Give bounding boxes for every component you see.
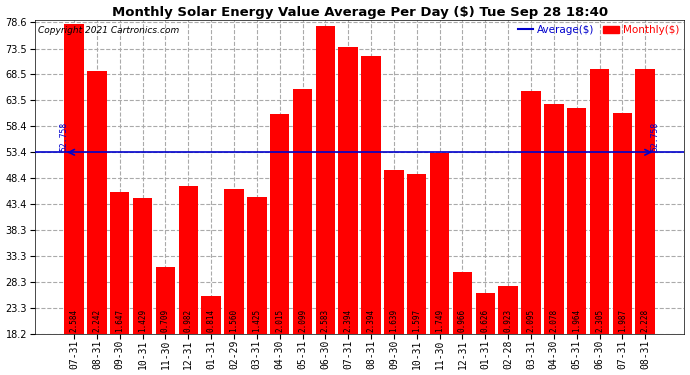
Bar (407, 174, 426, 334)
Bar (110, 192, 130, 334)
Bar (247, 196, 266, 334)
Text: 0.982: 0.982 (184, 309, 193, 332)
Text: 2.394: 2.394 (366, 309, 375, 332)
Text: 1.429: 1.429 (138, 309, 147, 332)
Text: 2.305: 2.305 (595, 309, 604, 332)
Bar (315, 26, 335, 334)
Bar (64, 24, 83, 334)
Text: 2.078: 2.078 (549, 309, 558, 332)
Text: 2.242: 2.242 (92, 309, 101, 332)
Bar (590, 69, 609, 334)
Bar (224, 189, 244, 334)
Text: 2.584: 2.584 (70, 309, 79, 332)
Text: 2.394: 2.394 (344, 309, 353, 332)
Text: 1.425: 1.425 (253, 309, 262, 332)
Text: 2.583: 2.583 (321, 309, 330, 332)
Bar (133, 198, 152, 334)
Text: 2.099: 2.099 (298, 309, 307, 332)
Text: 2.095: 2.095 (526, 309, 535, 332)
Text: 1.749: 1.749 (435, 309, 444, 332)
Bar (453, 272, 472, 334)
Text: 0.709: 0.709 (161, 309, 170, 332)
Bar (293, 89, 313, 334)
Bar (498, 286, 518, 334)
Bar (635, 69, 655, 334)
Legend: Average($), Monthly($): Average($), Monthly($) (518, 25, 679, 35)
Text: 1.560: 1.560 (230, 309, 239, 332)
Bar (613, 113, 632, 334)
Text: 0.814: 0.814 (206, 309, 216, 332)
Bar (201, 296, 221, 334)
Bar (567, 108, 586, 334)
Bar (87, 71, 107, 334)
Text: 0.923: 0.923 (504, 309, 513, 332)
Text: 1.597: 1.597 (412, 309, 422, 332)
Text: 1.964: 1.964 (572, 309, 581, 332)
Bar (270, 114, 289, 334)
Text: Copyright 2021 Cartronics.com: Copyright 2021 Cartronics.com (38, 26, 179, 35)
Bar (475, 292, 495, 334)
Bar (544, 104, 564, 334)
Bar (339, 47, 358, 334)
Bar (156, 267, 175, 334)
Text: 1.647: 1.647 (115, 309, 124, 332)
Text: 0.966: 0.966 (458, 309, 467, 332)
Text: 0.626: 0.626 (481, 309, 490, 332)
Bar (362, 56, 381, 334)
Text: 1.987: 1.987 (618, 309, 627, 332)
Title: Monthly Solar Energy Value Average Per Day ($) Tue Sep 28 18:40: Monthly Solar Energy Value Average Per D… (112, 6, 608, 18)
Text: 2.228: 2.228 (641, 309, 650, 332)
Bar (179, 186, 198, 334)
Text: 52.758: 52.758 (59, 122, 68, 151)
Text: 52.758: 52.758 (651, 122, 660, 151)
Bar (384, 170, 404, 334)
Text: 2.015: 2.015 (275, 309, 284, 332)
Bar (430, 153, 449, 334)
Text: 1.639: 1.639 (389, 309, 398, 332)
Bar (521, 92, 541, 334)
